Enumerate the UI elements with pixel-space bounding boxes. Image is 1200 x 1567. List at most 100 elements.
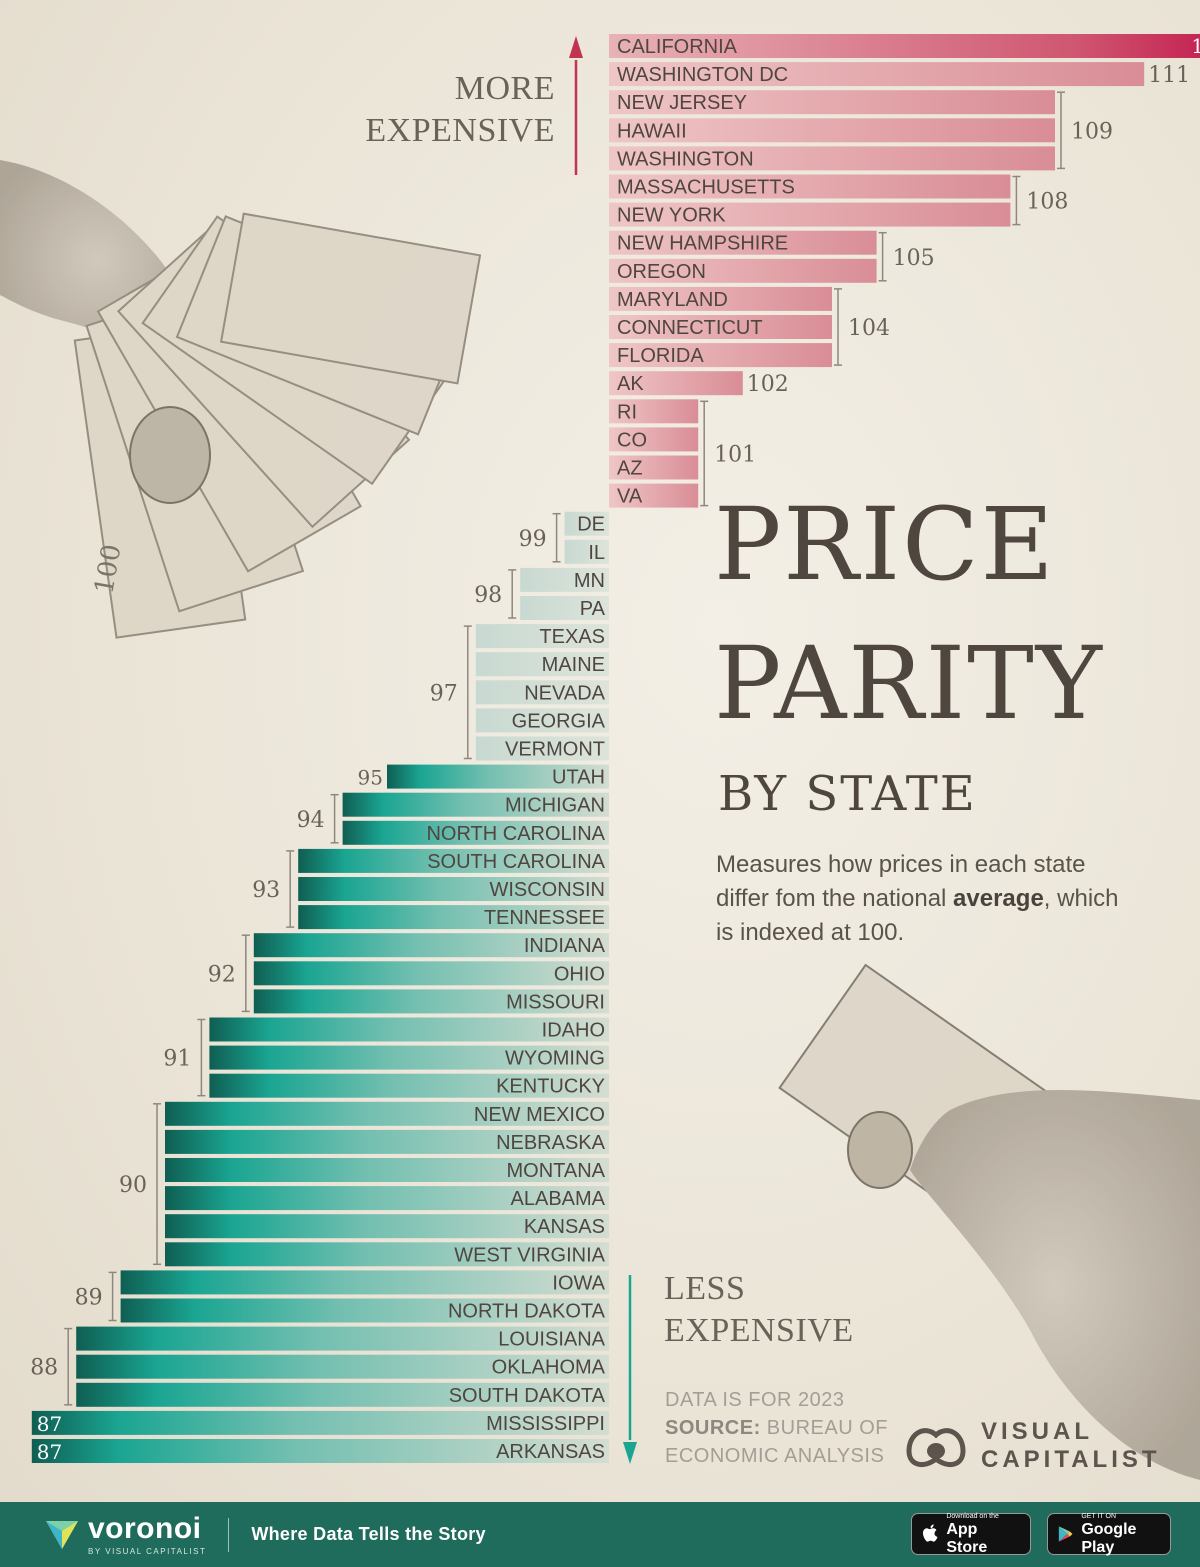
more-expensive-line1: MORE — [454, 70, 555, 107]
bar-label: KENTUCKY — [496, 1076, 605, 1098]
bar-label: MARYLAND — [617, 289, 728, 311]
more-expensive-arrow — [569, 36, 583, 175]
bar-label: SOUTH CAROLINA — [427, 851, 605, 873]
bar-label: NEVADA — [524, 682, 605, 704]
bar-label: NORTH DAKOTA — [448, 1301, 606, 1323]
value-label: 98 — [474, 583, 502, 608]
value-label: 111 — [1148, 63, 1190, 88]
bar-ak — [609, 371, 743, 396]
bar-label: AZ — [617, 458, 643, 480]
bar-michigan — [342, 792, 609, 817]
bar-tennessee — [298, 905, 609, 930]
more-expensive-label: MORE EXPENSIVE — [365, 68, 555, 152]
more-expensive-line2: EXPENSIVE — [365, 112, 555, 149]
bar-washington — [609, 146, 1055, 171]
bar-co — [609, 427, 699, 452]
value-label: 92 — [208, 962, 236, 987]
bar-label: TENNESSEE — [484, 907, 605, 929]
bar-label: NEBRASKA — [496, 1132, 606, 1154]
bar-north-carolina — [342, 820, 609, 845]
subtitle-pre: Measures how prices in each state differ… — [716, 851, 1086, 912]
appstore-small-text: Download on the — [946, 1512, 999, 1520]
bar-label: UTAH — [552, 767, 605, 789]
bar-label: MAINE — [542, 654, 605, 676]
bar-ohio — [253, 961, 610, 986]
bar-label: MONTANA — [506, 1160, 605, 1182]
bar-arkansas — [31, 1439, 610, 1463]
value-label: 93 — [252, 878, 280, 903]
bar-south-carolina — [298, 848, 609, 873]
visual-capitalist-logo[interactable]: VISUAL CAPITALIST — [905, 1418, 1161, 1474]
bar-vermont — [475, 736, 609, 761]
footer-bar: voronoi BY VISUAL CAPITALIST Where Data … — [0, 1502, 1200, 1567]
vc-line2: CAPITALIST — [981, 1446, 1161, 1473]
bar-new-mexico — [165, 1101, 609, 1126]
bar-label: NEW YORK — [617, 205, 726, 227]
bar-hawaii — [609, 118, 1055, 143]
voronoi-logo[interactable]: voronoi BY VISUAL CAPITALIST — [44, 1513, 207, 1556]
bar-label: NEW MEXICO — [474, 1104, 605, 1126]
value-label: 99 — [519, 527, 547, 552]
bar-utah — [387, 764, 609, 789]
value-label: 101 — [714, 442, 756, 467]
app-store-button[interactable]: Download on the App Store — [911, 1512, 1031, 1556]
price-parity-chart: 100 CALIFORNIA WASHINGTON DC NEW JERSEY HAW… — [0, 34, 1200, 1480]
bar-south-dakota — [76, 1382, 609, 1407]
bar-alabama — [165, 1186, 609, 1211]
bar-il — [564, 539, 609, 564]
google-play-button[interactable]: GET IT ON Google Play — [1047, 1512, 1171, 1556]
bar-kentucky — [209, 1073, 609, 1098]
bar-nebraska — [165, 1129, 609, 1154]
bar-maine — [475, 652, 609, 677]
bar-label: VERMONT — [505, 739, 605, 761]
footer-tagline: Where Data Tells the Story — [251, 1524, 486, 1544]
title-line-3: BY STATE — [718, 766, 977, 822]
bar-georgia — [475, 708, 609, 733]
subtitle-post: , which is indexed at 100. — [716, 885, 1119, 946]
bar-louisiana — [76, 1326, 609, 1351]
source-label: SOURCE: — [665, 1417, 761, 1439]
bar-connecticut — [609, 315, 832, 339]
bar-label: MISSOURI — [506, 991, 605, 1013]
bar-nevada — [475, 680, 609, 705]
value-label: 105 — [893, 246, 935, 271]
money-fan-illustration: 100 — [0, 160, 482, 639]
bar-label: IOWA — [552, 1272, 605, 1294]
bar-label: IDAHO — [542, 1020, 605, 1042]
appstore-big-text: App Store — [946, 1520, 988, 1556]
bar-label: NEW HAMPSHIRE — [617, 233, 788, 255]
play-small-text: GET IT ON — [1081, 1512, 1117, 1520]
vc-mark-icon — [906, 1428, 966, 1468]
value-label: 88 — [30, 1356, 58, 1381]
bar-ri — [609, 399, 699, 424]
bar-label: OREGON — [617, 261, 706, 283]
voronoi-sub: BY VISUAL CAPITALIST — [88, 1546, 207, 1556]
value-label: 91 — [163, 1047, 191, 1072]
data-year-note: DATA IS FOR 2023 — [665, 1389, 845, 1411]
bar-label: RI — [617, 401, 637, 423]
bar-massachusetts — [609, 174, 1011, 199]
footer-divider — [228, 1517, 230, 1552]
title-line-1: PRICE — [714, 486, 1056, 603]
source-line2: ECONOMIC ANALYSIS — [665, 1445, 885, 1467]
less-expensive-label: LESS EXPENSIVE — [664, 1268, 854, 1352]
bar-de — [564, 511, 609, 536]
bar-label: INDIANA — [524, 935, 606, 957]
value-label: 109 — [1071, 119, 1113, 144]
less-expensive-line2: EXPENSIVE — [664, 1312, 854, 1349]
bar-label: FLORIDA — [617, 345, 704, 367]
bar-label: SOUTH DAKOTA — [449, 1385, 606, 1407]
bar-label: PA — [580, 598, 606, 620]
bar-texas — [475, 624, 609, 649]
bar-indiana — [253, 933, 610, 958]
bar-mn — [520, 567, 609, 592]
bar-montana — [165, 1158, 609, 1182]
bar-label: CALIFORNIA — [617, 36, 738, 58]
bar-label: HAWAII — [617, 120, 687, 142]
bar-label: MASSACHUSETTS — [617, 177, 795, 199]
bar-new-hampshire — [609, 230, 877, 255]
bar-label: IL — [588, 542, 605, 564]
bar-idaho — [209, 1017, 609, 1042]
less-expensive-line1: LESS — [664, 1270, 746, 1307]
dollar-bill-illustration — [778, 963, 1200, 1480]
